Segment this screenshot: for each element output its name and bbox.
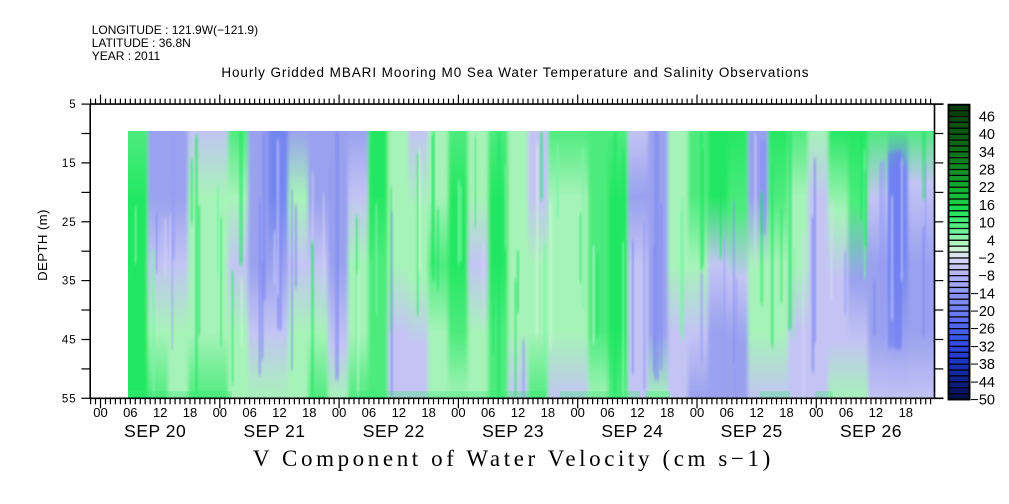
- svg-text:SEP 25: SEP 25: [721, 421, 783, 441]
- svg-text:12: 12: [272, 405, 286, 420]
- svg-text:−14: −14: [970, 286, 995, 302]
- svg-text:12: 12: [749, 405, 763, 420]
- svg-text:10: 10: [979, 216, 995, 232]
- svg-text:4: 4: [987, 233, 995, 249]
- svg-text:−50: −50: [970, 393, 995, 409]
- svg-text:SEP 20: SEP 20: [124, 421, 186, 441]
- svg-text:00: 00: [690, 405, 704, 420]
- svg-text:18: 18: [541, 405, 555, 420]
- svg-text:34: 34: [979, 145, 995, 161]
- svg-text:06: 06: [720, 405, 734, 420]
- svg-text:V Component of Water Velocity: V Component of Water Velocity (cm s−1): [253, 446, 774, 471]
- svg-text:18: 18: [421, 405, 435, 420]
- svg-text:35: 35: [62, 276, 77, 288]
- svg-text:−8: −8: [978, 269, 995, 285]
- svg-text:06: 06: [839, 405, 853, 420]
- svg-text:28: 28: [979, 163, 995, 179]
- svg-text:SEP 24: SEP 24: [601, 421, 663, 441]
- svg-text:SEP 23: SEP 23: [482, 421, 544, 441]
- svg-text:12: 12: [153, 405, 167, 420]
- svg-text:15: 15: [62, 158, 77, 170]
- svg-text:LONGITUDE : 121.9W(−121.9): LONGITUDE : 121.9W(−121.9): [92, 23, 258, 37]
- svg-text:00: 00: [213, 405, 227, 420]
- svg-text:06: 06: [242, 405, 256, 420]
- svg-text:12: 12: [392, 405, 406, 420]
- svg-text:25: 25: [62, 217, 77, 229]
- svg-text:LATITUDE : 36.8N: LATITUDE : 36.8N: [92, 36, 191, 50]
- svg-text:40: 40: [979, 127, 995, 143]
- svg-text:Hourly Gridded MBARI Mooring M: Hourly Gridded MBARI Mooring M0 Sea Wate…: [221, 65, 809, 80]
- svg-text:18: 18: [660, 405, 674, 420]
- svg-text:18: 18: [779, 405, 793, 420]
- svg-text:46: 46: [979, 110, 995, 126]
- svg-text:18: 18: [183, 405, 197, 420]
- svg-text:12: 12: [511, 405, 525, 420]
- svg-text:16: 16: [979, 198, 995, 214]
- svg-text:00: 00: [451, 405, 465, 420]
- svg-text:00: 00: [93, 405, 107, 420]
- svg-text:00: 00: [332, 405, 346, 420]
- svg-text:12: 12: [869, 405, 883, 420]
- svg-text:45: 45: [62, 335, 77, 347]
- svg-text:12: 12: [630, 405, 644, 420]
- svg-text:06: 06: [481, 405, 495, 420]
- svg-text:SEP 22: SEP 22: [363, 421, 425, 441]
- svg-text:06: 06: [600, 405, 614, 420]
- svg-text:22: 22: [979, 180, 995, 196]
- svg-text:−2: −2: [978, 251, 995, 267]
- svg-text:−20: −20: [970, 304, 995, 320]
- svg-text:−44: −44: [970, 375, 995, 391]
- svg-text:DEPTH (m): DEPTH (m): [35, 209, 50, 281]
- svg-text:SEP 21: SEP 21: [243, 421, 305, 441]
- svg-text:06: 06: [362, 405, 376, 420]
- svg-text:18: 18: [899, 405, 913, 420]
- svg-text:00: 00: [809, 405, 823, 420]
- svg-text:55: 55: [62, 393, 77, 405]
- svg-text:5: 5: [69, 99, 76, 111]
- svg-text:−26: −26: [970, 322, 995, 338]
- svg-text:−38: −38: [970, 357, 995, 373]
- svg-text:SEP 26: SEP 26: [840, 421, 902, 441]
- svg-text:YEAR : 2011: YEAR : 2011: [92, 49, 161, 63]
- svg-text:−32: −32: [970, 339, 995, 355]
- svg-text:00: 00: [570, 405, 584, 420]
- svg-text:06: 06: [123, 405, 137, 420]
- svg-text:18: 18: [302, 405, 316, 420]
